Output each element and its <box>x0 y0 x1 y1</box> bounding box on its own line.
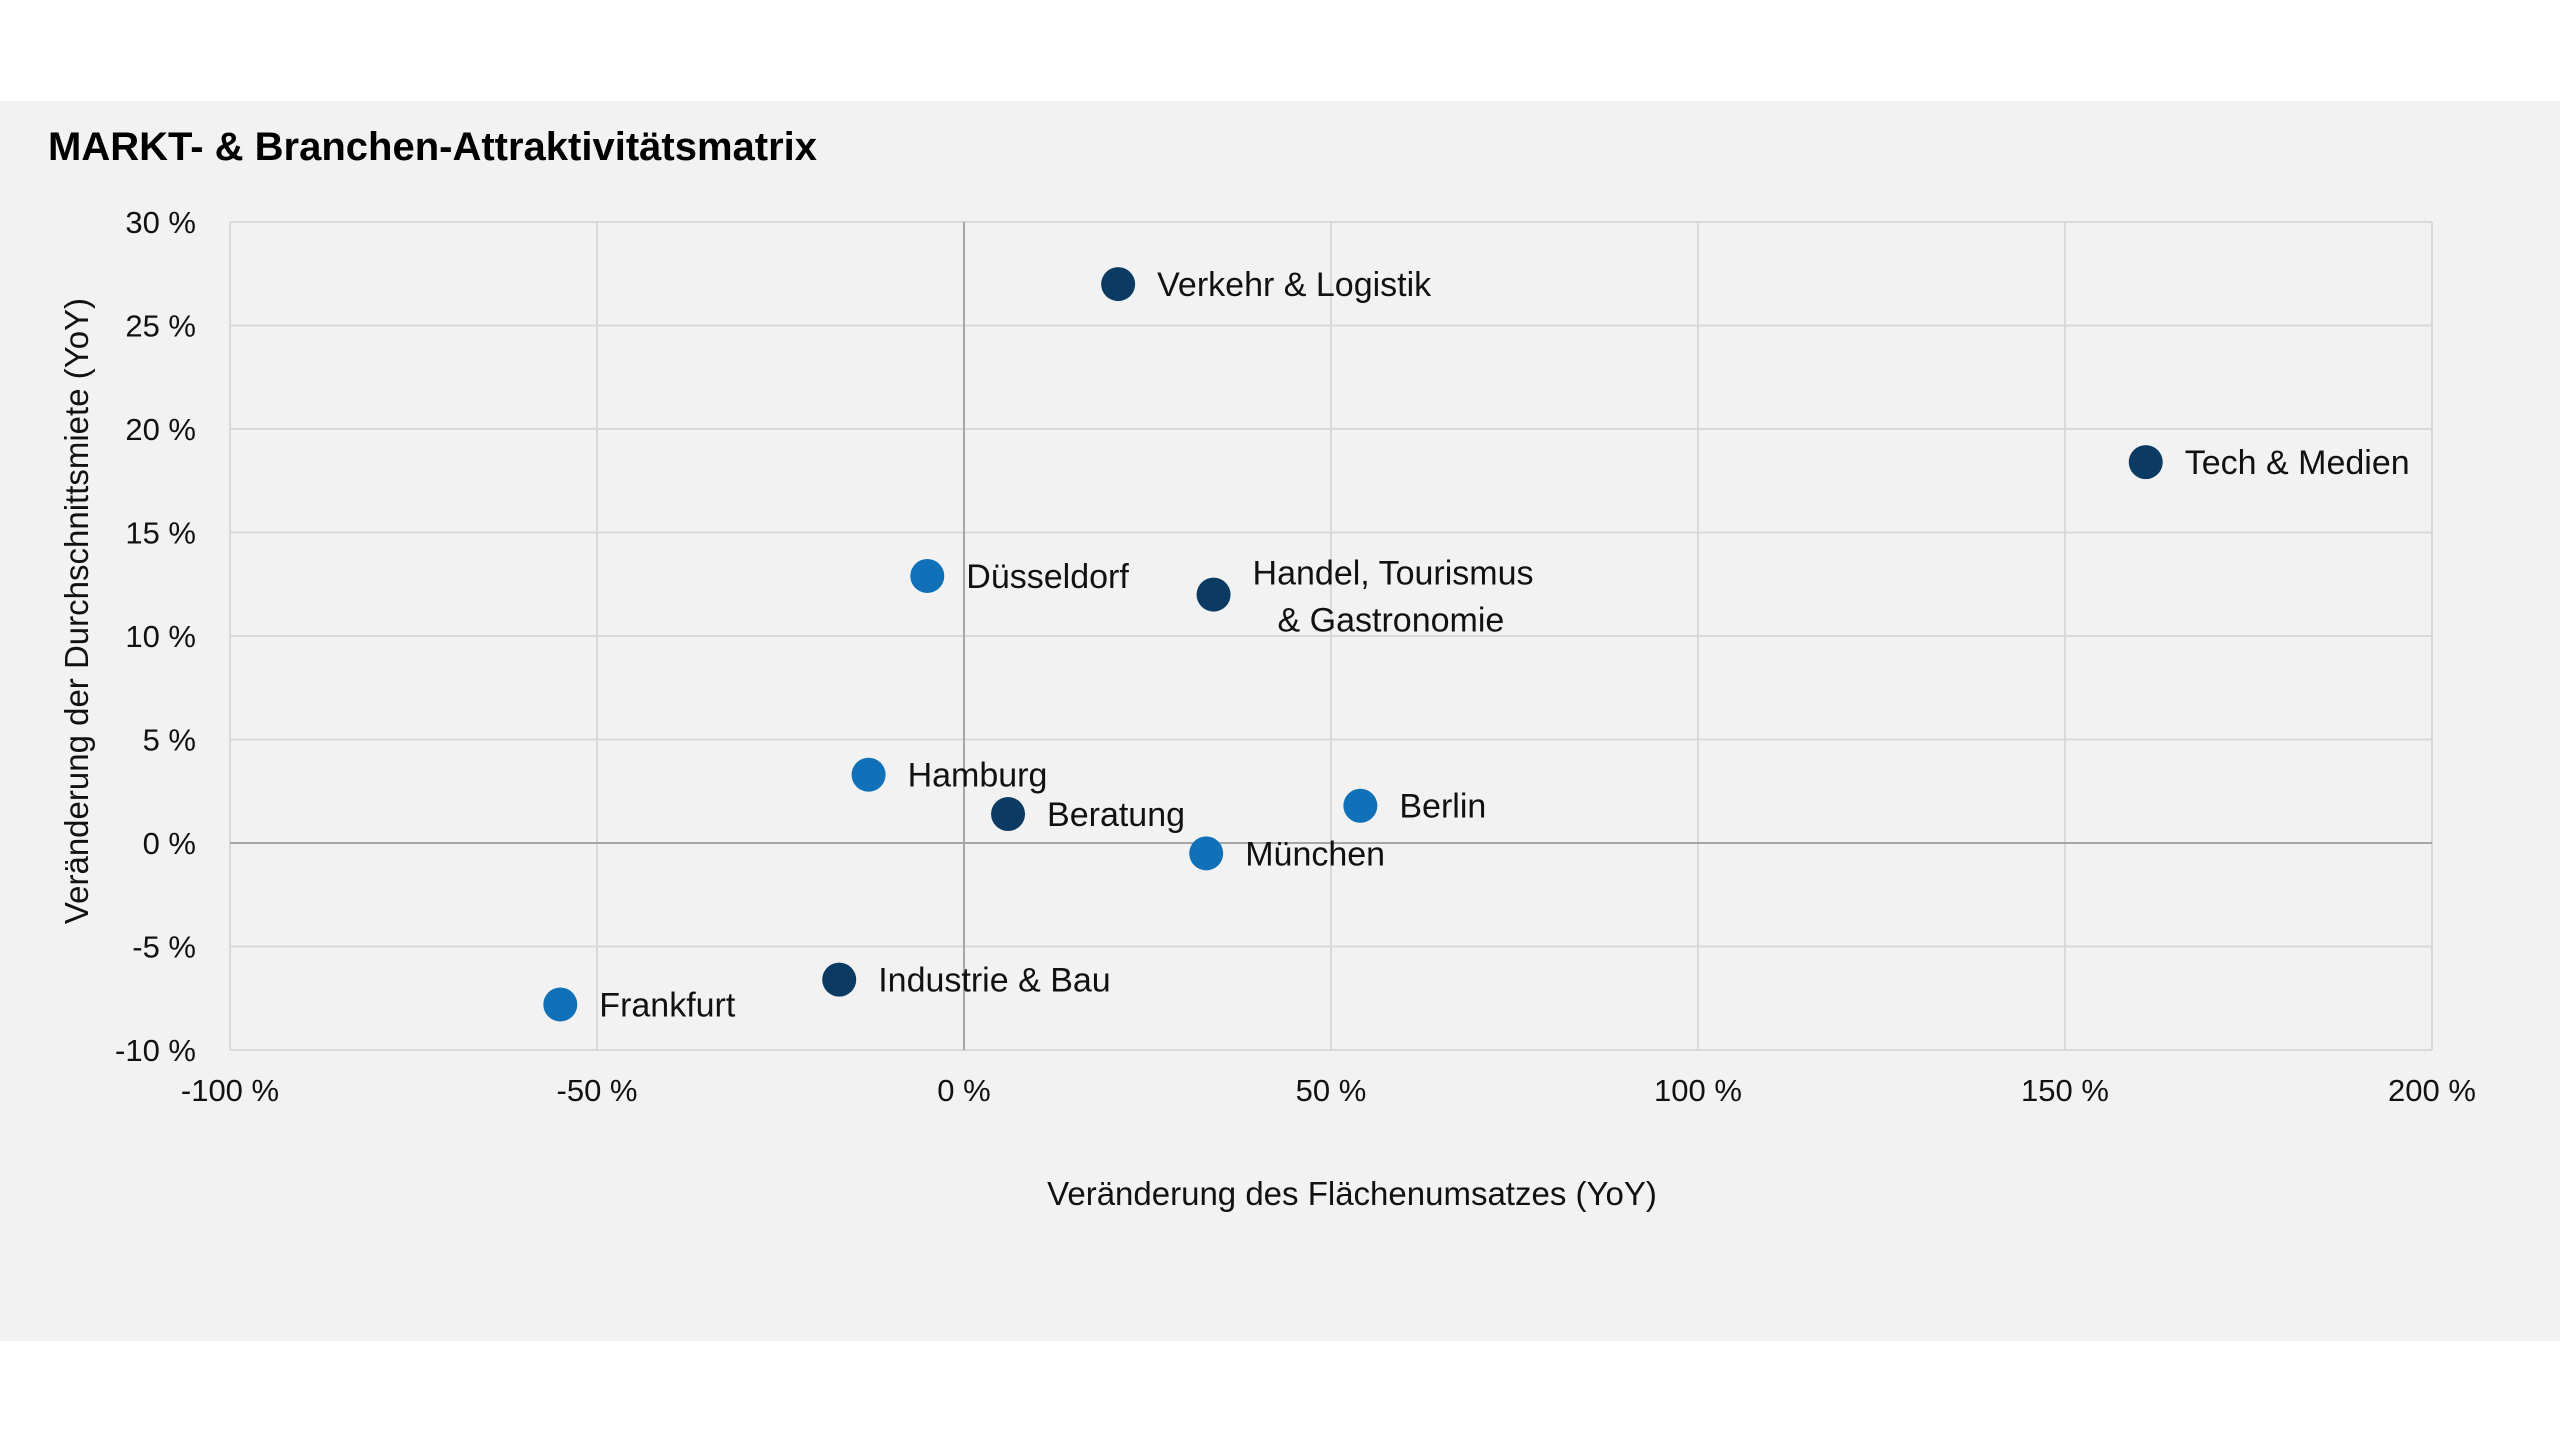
x-tick-label: 200 % <box>2388 1073 2476 1108</box>
y-tick-label: 20 % <box>125 412 196 447</box>
point-label: Frankfurt <box>599 986 736 1024</box>
point-marker <box>822 962 857 997</box>
x-tick-labels: -100 % -50 % 0 % 50 % 100 % 150 % 200 % <box>181 1073 2476 1108</box>
point-marker <box>910 558 945 593</box>
zero-axes <box>230 222 2432 1050</box>
chart-panel <box>0 101 2560 1341</box>
y-tick-label: 10 % <box>125 619 196 654</box>
point-label: Industrie & Bau <box>878 962 1110 1000</box>
point-label: Düsseldorf <box>966 558 1129 596</box>
x-tick-label: -50 % <box>557 1073 638 1108</box>
x-tick-label: 150 % <box>2021 1073 2109 1108</box>
y-axis-title: Veränderung der Durchschnittsmiete (YoY) <box>58 298 95 924</box>
point-label-line2: & Gastronomie <box>1278 602 1505 640</box>
point-label: Verkehr & Logistik <box>1157 266 1432 304</box>
data-points: Verkehr & Logistik Tech & Medien Düsseldor… <box>543 266 2410 1024</box>
y-tick-label: -5 % <box>132 930 196 965</box>
point-marker <box>851 757 886 792</box>
x-tick-label: -100 % <box>181 1073 279 1108</box>
y-tick-labels: -10 % -5 % 0 % 5 % 10 % 15 % 20 % 25 % 30 % <box>115 205 196 1068</box>
point-marker <box>1196 577 1231 612</box>
y-tick-label: 30 % <box>125 205 196 240</box>
y-tick-label: 5 % <box>143 723 196 758</box>
point-marker <box>2128 445 2163 480</box>
point-label: München <box>1245 835 1385 873</box>
x-tick-label: 0 % <box>937 1073 990 1108</box>
point-label: Beratung <box>1047 796 1185 834</box>
x-axis-title: Veränderung des Flächenumsatzes (YoY) <box>1047 1175 1657 1212</box>
x-tick-label: 50 % <box>1296 1073 1367 1108</box>
point-marker <box>991 797 1026 832</box>
point-label: Hamburg <box>908 757 1048 795</box>
point-marker <box>543 987 578 1022</box>
point-label: Berlin <box>1399 788 1486 826</box>
grid <box>229 221 2433 1051</box>
point-marker <box>1343 788 1378 823</box>
y-tick-label: 15 % <box>125 516 196 551</box>
y-tick-label: 25 % <box>125 309 196 344</box>
point-label: Handel, Tourismus <box>1253 555 1534 593</box>
point-marker <box>1101 267 1136 302</box>
y-tick-label: -10 % <box>115 1033 196 1068</box>
x-tick-label: 100 % <box>1654 1073 1742 1108</box>
point-marker <box>1189 836 1224 871</box>
chart-title: MARKT- & Branchen-Attraktivitätsmatrix <box>48 125 818 169</box>
point-label: Tech & Medien <box>2185 444 2410 482</box>
y-tick-label: 0 % <box>143 826 196 861</box>
